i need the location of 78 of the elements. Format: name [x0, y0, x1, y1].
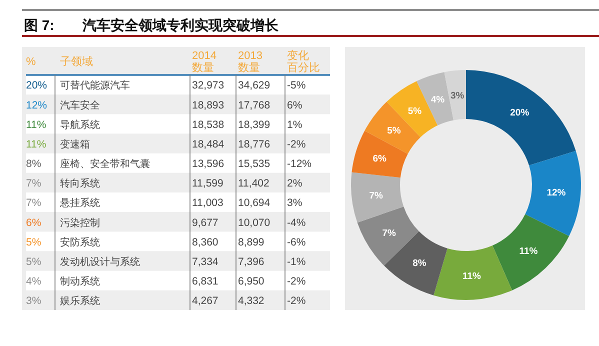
x-tick-label: 2014 数量 [192, 50, 216, 74]
data-label: 9,677 [192, 216, 218, 229]
data-label: 8,360 [192, 236, 218, 248]
data-label: 20% [510, 108, 530, 119]
data-label: 18,399 [238, 118, 270, 131]
data-label: 10,694 [238, 197, 270, 210]
text: 3% [26, 295, 42, 308]
data-label: 11,402 [238, 178, 270, 190]
data-label: 18,776 [238, 138, 270, 150]
data-label: 4,332 [238, 295, 264, 308]
data-label: 12% [546, 188, 566, 199]
text: 8% [26, 158, 42, 170]
chart-title: 图 7: 汽车安全领域专利实现突破增长 [24, 17, 280, 33]
data-label: 4,267 [192, 295, 218, 308]
data-label: -12% [287, 158, 312, 170]
text: 11% [26, 138, 46, 150]
text: 12% [26, 99, 48, 112]
y-tick-label: 可替代能源汽车 [60, 80, 130, 92]
data-label: 7,334 [192, 256, 218, 268]
data-label: 4% [430, 94, 446, 106]
data-label: 3% [450, 90, 465, 102]
data-label: 7% [382, 228, 397, 240]
y-tick-label: 娱乐系统 [60, 295, 100, 308]
data-label: 6,831 [192, 276, 218, 288]
text: 7% [26, 197, 42, 210]
text: 7% [26, 178, 42, 190]
data-label: 6% [287, 99, 302, 112]
data-label: 8,899 [238, 236, 264, 248]
data-label: 6% [372, 154, 387, 165]
data-label: 15,535 [238, 158, 270, 170]
data-label: 10,070 [238, 216, 270, 229]
text: 5% [26, 236, 42, 248]
data-label: -5% [287, 80, 306, 92]
data-label: 32,973 [192, 80, 224, 92]
data-label: -2% [287, 276, 306, 288]
y-tick-label: 污染控制 [60, 216, 100, 229]
data-label: 3% [287, 197, 302, 210]
data-label: 18,484 [192, 138, 224, 150]
text: 4% [26, 276, 42, 288]
data-label: 7% [369, 190, 384, 202]
y-tick-label: 汽车安全 [60, 99, 100, 112]
y-tick-label: 导航系统 [60, 118, 100, 131]
data-label: 13,596 [192, 158, 224, 170]
x-tick-label: 变化百分比 [287, 49, 320, 74]
y-axis-title: 子领域 [60, 55, 93, 68]
data-label: -1% [287, 256, 306, 268]
data-label: -2% [287, 295, 306, 308]
data-label: 18,538 [192, 118, 224, 131]
data-label: 17,768 [238, 99, 270, 112]
text: 11% [26, 118, 46, 131]
data-label: 8% [412, 258, 427, 270]
data-label: 7,396 [238, 256, 264, 268]
data-label: 2% [287, 178, 302, 190]
data-label: -6% [287, 236, 306, 248]
x-tick-label: 2013 数量 [238, 50, 262, 74]
y-tick-label: 安防系统 [60, 236, 100, 248]
y-tick-label: 发动机设计与系统 [60, 256, 140, 268]
text: % [26, 56, 36, 68]
text: 6% [26, 216, 42, 229]
data-label: 11% [519, 246, 538, 257]
y-tick-label: 座椅、安全带和气囊 [60, 158, 150, 170]
data-label: 5% [408, 106, 422, 117]
data-label: 6,950 [238, 276, 264, 288]
text: 20% [26, 80, 48, 92]
data-label: 11% [462, 270, 482, 282]
text: 5% [26, 256, 42, 268]
data-label: 18,893 [192, 99, 224, 112]
data-label: 11,003 [192, 197, 224, 210]
data-label: 11,599 [192, 178, 224, 190]
y-tick-label: 转向系统 [60, 178, 100, 190]
y-tick-label: 悬挂系统 [59, 197, 100, 210]
data-label: 1% [287, 118, 302, 131]
data-label: -4% [287, 216, 306, 229]
data-label: 5% [387, 126, 402, 137]
data-label: 34,629 [238, 80, 270, 92]
y-tick-label: 制动系统 [60, 276, 100, 288]
y-tick-label: 变速箱 [60, 138, 90, 150]
data-label: -2% [287, 138, 306, 150]
